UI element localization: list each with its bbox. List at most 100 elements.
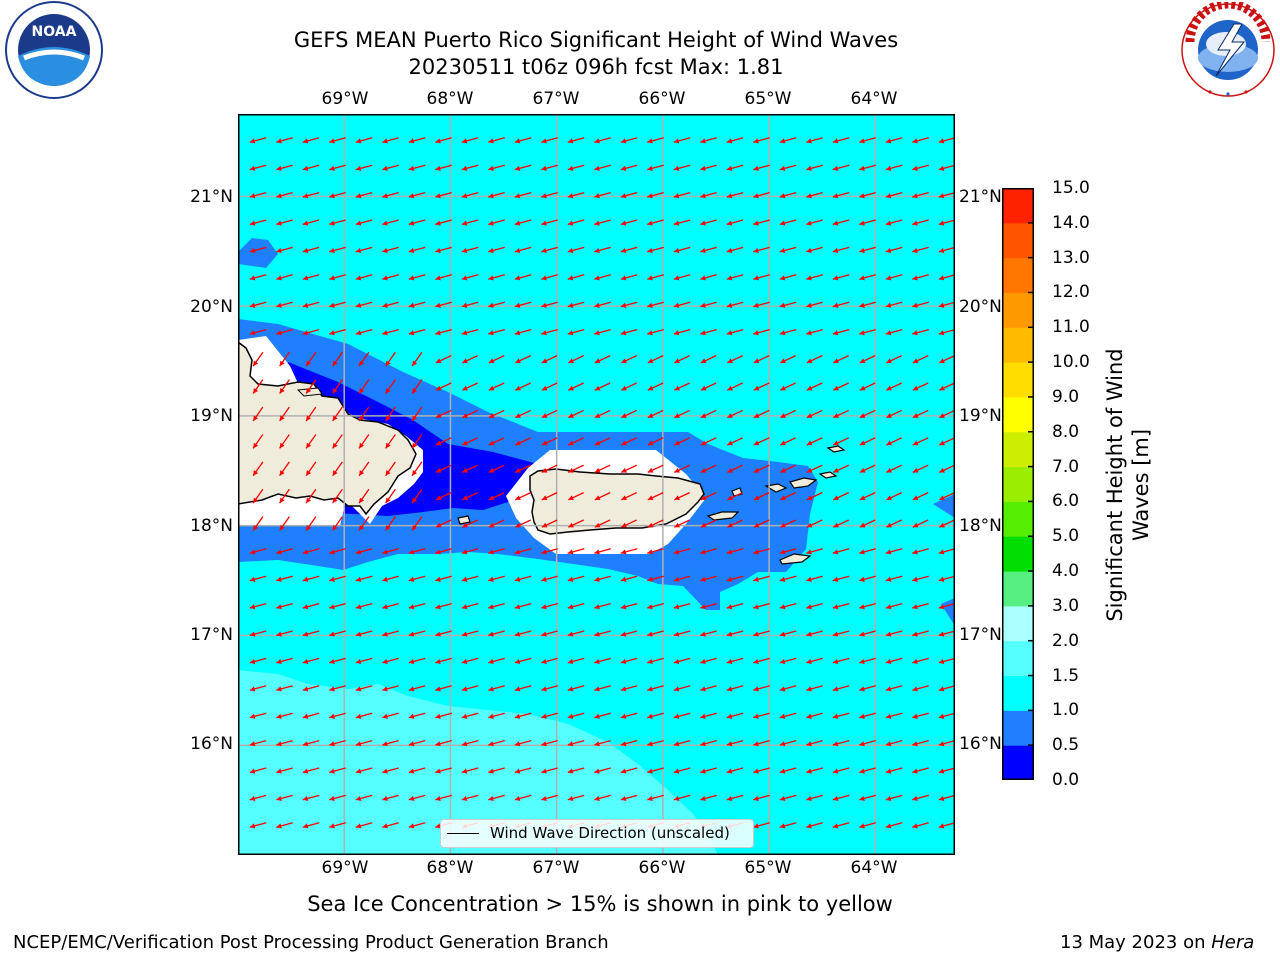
wave-direction-arrow [833,519,849,528]
wave-direction-arrow [541,575,558,582]
wave-direction-arrow [358,488,370,504]
wave-direction-arrow [329,685,346,692]
wave-direction-arrow [568,355,584,364]
wave-direction-arrow [726,739,744,747]
wave-direction-arrow [832,246,850,254]
lon-tick-bottom: 68°W [426,858,474,878]
lat-tick-left: 16°N [190,734,233,754]
wave-direction-arrow [541,630,558,637]
wave-direction-arrow [700,712,717,719]
wave-direction-arrow [780,409,796,419]
wave-direction-arrow [488,519,505,528]
wave-direction-arrow [514,246,532,254]
wave-direction-arrow [411,379,423,394]
virgin-gorda-island [818,471,838,479]
wave-direction-arrow [408,794,426,802]
wave-direction-arrow [673,712,691,719]
wave-direction-arrow [408,767,426,774]
wave-direction-arrow [912,382,929,391]
wave-direction-arrow [885,191,903,199]
wave-direction-arrow [779,301,797,308]
wave-direction-arrow [938,739,955,747]
wave-direction-arrow [753,301,770,308]
noaa-logo: NOAA [4,0,104,100]
wave-direction-arrow [358,379,370,394]
wave-direction-arrow [302,712,320,719]
legend-line-swatch [447,833,479,834]
wave-direction-arrow [358,461,370,477]
wave-direction-arrow [647,219,664,226]
wave-direction-arrow [779,794,797,802]
wave-direction-arrow [885,602,903,610]
wave-direction-arrow [753,575,770,582]
wave-direction-arrow [382,274,399,281]
wave-direction-arrow [411,461,423,477]
wave-direction-arrow [355,630,373,637]
wave-direction-arrow [620,602,638,610]
wave-direction-arrow [514,739,532,747]
wave-direction-arrow [753,437,770,446]
wave-direction-arrow [305,351,317,367]
wave-direction-arrow [621,355,637,364]
wave-direction-arrow [726,328,744,336]
wave-direction-arrow [806,630,823,637]
wave-direction-arrow [514,630,532,637]
wave-direction-arrow [779,712,797,719]
wave-direction-arrow [832,164,850,171]
wave-direction-arrow [514,767,532,774]
wave-direction-arrow [620,685,638,692]
wave-direction-arrow [726,246,744,254]
wave-direction-arrow [355,739,373,747]
wave-direction-arrow [859,630,876,637]
wave-direction-arrow [382,301,399,308]
wave-direction-arrow [567,575,585,582]
wave-direction-arrow [779,602,797,610]
wave-direction-arrow [700,191,717,199]
colorbar-tick-label: 14.0 [1052,212,1090,233]
wave-direction-arrow [594,382,611,391]
wave-direction-arrow [568,519,584,528]
wave-direction-arrow [358,434,370,449]
wave-direction-arrow [408,246,426,254]
wave-direction-arrow [832,219,850,226]
wave-direction-arrow [279,516,290,531]
anegada-island [826,445,846,453]
wave-direction-arrow [461,219,479,226]
colorbar-segment [1002,396,1034,433]
wave-direction-arrow [488,630,505,637]
wave-direction-arrow [594,657,611,665]
wave-direction-arrow [302,739,320,747]
wave-direction-arrow [859,301,876,308]
wave-direction-arrow [938,630,955,637]
colorbar-tick-label: 9.0 [1052,386,1080,407]
wave-direction-arrow [488,219,505,226]
wave-direction-arrow [279,351,290,367]
colorbar-segment [1002,327,1034,363]
wave-direction-arrow [461,575,479,582]
wave-direction-arrow [938,548,955,555]
wave-direction-arrow [647,519,664,528]
wave-direction-arrow [727,464,743,473]
colorbar-segment [1002,640,1034,677]
wave-direction-arrow [382,137,399,144]
wave-direction-arrow [620,657,638,665]
wave-direction-arrow [700,164,717,171]
wave-direction-arrow [488,794,505,802]
wave-direction-arrow [435,767,452,774]
wave-direction-arrow [302,575,320,582]
colorbar-frame [1002,188,1034,780]
colorbar-segment [1002,536,1034,572]
wave-direction-arrow [302,822,320,829]
wave-direction-arrow [408,137,426,144]
wave-direction-arrow [302,191,320,199]
wave-direction-arrow [488,767,505,774]
wave-direction-arrow [358,351,370,367]
wave-direction-arrow [700,382,717,391]
wave-direction-arrow [753,548,770,555]
wave-direction-arrow [727,409,743,419]
colorbar-segment [1002,222,1034,259]
wave-direction-arrow [806,712,823,719]
wave-direction-arrow [753,712,770,719]
wave-direction-arrow [332,461,343,477]
wave-direction-arrow [329,822,346,829]
